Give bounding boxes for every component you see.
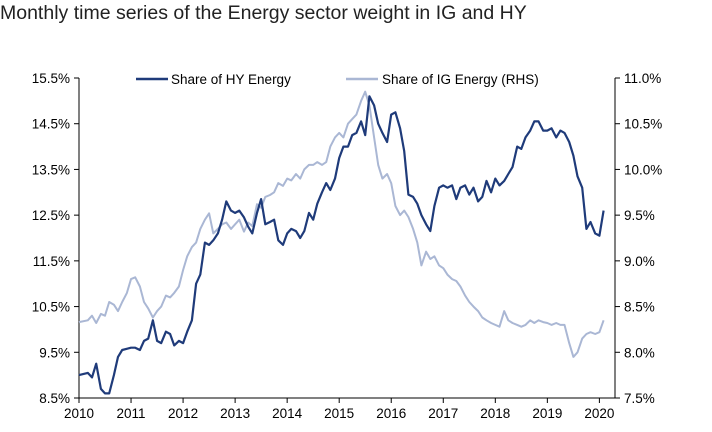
y-left-tick-label: 11.5%: [33, 254, 70, 269]
y-right-tick-label: 10.0%: [624, 162, 662, 177]
y-left-tick-label: 9.5%: [39, 345, 70, 360]
chart-axes: 8.5% 9.5% 10.5% 11.5% 12.5% 13.5% 14.5% 15.5% 7.…: [32, 71, 663, 421]
y-left-tick-label: 10.5%: [32, 300, 70, 315]
chart-title: Monthly time series of the Energy sector…: [0, 2, 527, 24]
x-tick-label: 2014: [272, 406, 303, 421]
x-tick-label: 2012: [168, 406, 198, 421]
y-right-tick-label: 8.5%: [624, 300, 655, 315]
chart-legend: Share of HY Energy Share of IG Energy (R…: [136, 72, 539, 87]
x-tick-label: 2011: [117, 406, 146, 421]
y-left-tick-label: 8.5%: [39, 391, 70, 406]
x-tick-label: 2015: [324, 406, 354, 421]
y-right-tick-label: 10.5%: [624, 117, 662, 132]
x-tick-label: 2020: [584, 406, 614, 421]
legend-label-ig: Share of IG Energy (RHS): [382, 72, 539, 87]
legend-label-hy: Share of HY Energy: [171, 72, 291, 87]
y-left-tick-label: 14.5%: [32, 117, 70, 132]
x-tick-label: 2013: [220, 406, 250, 421]
y-right-tick-label: 11.0%: [624, 71, 661, 86]
y-right-tick-label: 9.5%: [624, 208, 655, 223]
chart-series: [78, 90, 605, 395]
y-right-tick-label: 7.5%: [624, 391, 655, 406]
series-line-hy-energy: [78, 95, 605, 395]
y-left-tick-label: 13.5%: [32, 162, 70, 177]
y-right-tick-label: 9.0%: [624, 254, 655, 269]
y-left-tick-label: 15.5%: [32, 71, 70, 86]
y-right-tick-label: 8.0%: [624, 345, 655, 360]
x-tick-label: 2010: [64, 406, 94, 421]
x-tick-label: 2017: [428, 406, 458, 421]
x-tick-label: 2018: [480, 406, 510, 421]
x-tick-label: 2019: [532, 406, 562, 421]
y-left-tick-label: 12.5%: [32, 208, 70, 223]
x-tick-label: 2016: [376, 406, 406, 421]
series-line-ig-energy: [78, 90, 605, 358]
